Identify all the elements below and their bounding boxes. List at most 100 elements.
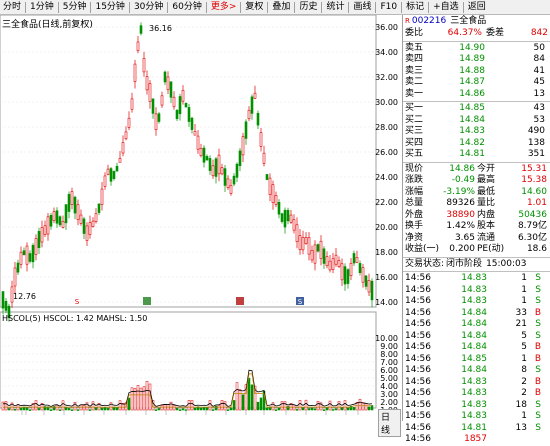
separator: [375, 1, 377, 13]
tick-row: 14:56 14.83 1 S: [403, 273, 550, 285]
more-menu[interactable]: 更多>: [210, 1, 237, 12]
indicator-bar: [253, 385, 257, 411]
indicator-bar: [352, 407, 356, 411]
candle-body: [31, 244, 35, 263]
ask-row[interactable]: 卖二 14.87 45: [403, 77, 550, 89]
chart-area[interactable]: 36.00 34.00 32.00 30.00 28.00 26.00 24.00 22.00…: [0, 14, 401, 437]
event-marker-icon[interactable]: [143, 297, 151, 305]
quote-row: 收益(一) 0.200 PE(动) 18.6: [403, 244, 550, 256]
indicator-bar: [343, 400, 347, 411]
tab-60min[interactable]: 60分钟: [172, 1, 202, 12]
indicator-bar: [232, 400, 236, 411]
bid-row[interactable]: 买二 14.84 53: [403, 115, 550, 127]
indicator-bars: [1, 377, 374, 411]
candle-body: [61, 221, 65, 228]
indicator-bar: [19, 408, 23, 411]
bid-row[interactable]: 买三 14.83 490: [403, 126, 550, 138]
indicator-bar: [31, 403, 35, 411]
tick-time: 14:56: [405, 307, 431, 318]
ask-row[interactable]: 卖四 14.89 84: [403, 54, 550, 66]
indicator-bar: [364, 403, 368, 411]
indicator-bar: [346, 407, 350, 411]
ask-row[interactable]: 卖五 14.90 50: [403, 43, 550, 55]
overlay-button[interactable]: 叠加: [272, 1, 291, 12]
candle-body: [4, 301, 8, 311]
quote-value: 38890: [446, 209, 475, 220]
bid-row[interactable]: 买五 14.81 351: [403, 149, 550, 161]
candle-body: [340, 263, 344, 281]
history-button[interactable]: 历史: [299, 1, 318, 12]
tick-volume: 1: [521, 273, 527, 283]
event-marker-icon[interactable]: [236, 297, 244, 305]
tick-time: 14:56: [405, 296, 431, 306]
tick-time: 14:56: [405, 399, 431, 410]
tick-direction: B: [534, 353, 541, 364]
tab-30min[interactable]: 30分钟: [133, 1, 164, 12]
quote-label: 涨跌: [405, 175, 424, 185]
indicator-bar: [106, 408, 110, 411]
candle-body: [289, 214, 293, 223]
indicator-bar: [127, 397, 131, 411]
bid-label: 买四: [405, 137, 424, 148]
ask-row[interactable]: 卖三 14.88 41: [403, 66, 550, 78]
indicator-bar: [202, 407, 206, 411]
candle-body: [25, 245, 29, 265]
add-watchlist-button[interactable]: +自选: [433, 1, 459, 12]
indicator-bar: [4, 401, 8, 411]
tick-row: 14:56 14.83 1 S: [403, 285, 550, 297]
draw-line-button[interactable]: 画线: [353, 1, 372, 12]
separator: [428, 1, 430, 13]
kline-chart[interactable]: 36.00 34.00 32.00 30.00 28.00 26.00 24.00 22.00…: [0, 14, 401, 431]
bid-volume: 490: [527, 126, 545, 136]
bid-row[interactable]: 买四 14.82 138: [403, 138, 550, 150]
stats-button[interactable]: 统计: [326, 1, 345, 12]
candle-body: [241, 136, 245, 156]
tab-fenshi[interactable]: 分时: [3, 1, 22, 12]
candle-body: [19, 251, 23, 265]
tick-price: 14.85: [461, 353, 487, 364]
tick-list[interactable]: 14:56 14.83 1 S 14:56 14.83 1 S 14:56 14.83 1 S 14:5…: [403, 273, 550, 446]
tab-15min[interactable]: 15分钟: [95, 1, 125, 12]
indicator-bar: [190, 400, 194, 411]
f10-button[interactable]: F10: [380, 1, 398, 12]
mark-button[interactable]: 标记: [406, 1, 425, 12]
candle-body: [157, 113, 161, 122]
tab-1min[interactable]: 1分钟: [30, 1, 54, 12]
tick-time: 14:56: [405, 330, 431, 341]
bid-label: 买二: [405, 114, 424, 125]
tick-row: 14:56 14.84 33 B: [403, 308, 550, 320]
ask-label: 卖二: [405, 77, 424, 87]
quote-value: 89326: [446, 198, 475, 208]
bid-row[interactable]: 买一 14.85 43: [403, 103, 550, 115]
tick-row: 14:56 14.83 2 B: [403, 377, 550, 389]
indicator-bar: [241, 394, 245, 411]
price-tick-label: 24.00: [375, 173, 398, 182]
ask-row[interactable]: 卖一 14.86 13: [403, 89, 550, 101]
indicator-bar: [10, 402, 14, 411]
indicator-bar: [7, 408, 11, 411]
fuquan-button[interactable]: 复权: [245, 1, 264, 12]
quote-row: 净资 3.65 流通 6.30亿: [403, 233, 550, 245]
indicator-bar: [115, 407, 119, 411]
tick-time: 14:56: [405, 388, 431, 398]
candle-body: [88, 222, 92, 235]
tick-price: 14.83: [461, 388, 487, 398]
low-price-label: 12.76: [13, 292, 36, 301]
quote-label: 流通: [477, 232, 496, 243]
indicator-bar: [259, 397, 263, 411]
tick-price: 14.83: [461, 296, 487, 306]
candle-body: [172, 96, 176, 108]
candle-body: [223, 168, 227, 186]
indicator-bar: [337, 401, 341, 411]
tick-row: 14:56 14.84 8 S: [403, 365, 550, 377]
quote-panel: R 002216 三全食品 委比 64.37% 委差 842 卖五 14.90 50…: [402, 15, 550, 444]
ask-volume: 50: [533, 42, 545, 53]
tick-time: 14:56: [405, 273, 431, 283]
tab-daily[interactable]: 日线: [378, 409, 401, 437]
tab-5min[interactable]: 5分钟: [62, 1, 87, 12]
back-button[interactable]: 返回: [467, 1, 486, 12]
candle-body: [52, 211, 56, 221]
candle-body: [106, 168, 110, 175]
event-marker-icon[interactable]: [296, 297, 304, 305]
indicator-bar: [310, 407, 314, 411]
